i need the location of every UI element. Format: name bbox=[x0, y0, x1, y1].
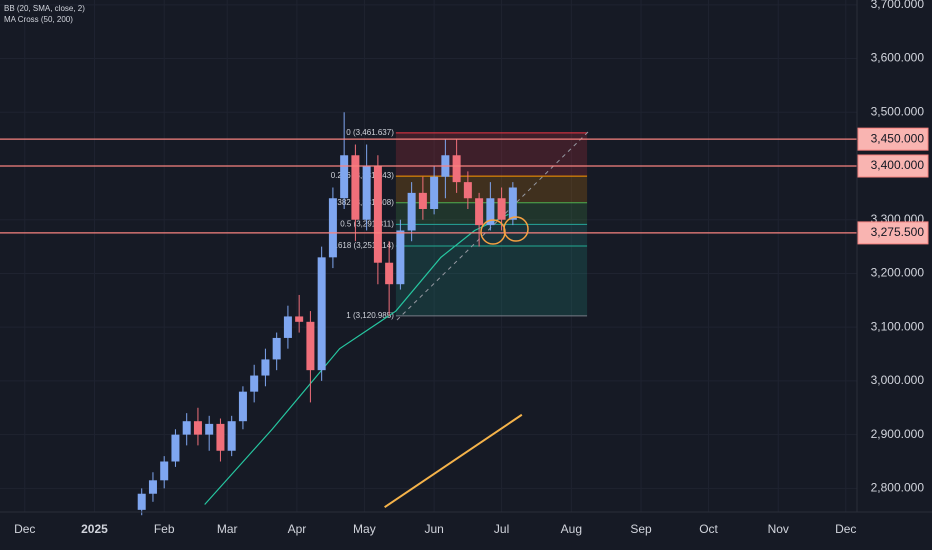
y-tick-label: 3,000.000 bbox=[871, 373, 925, 387]
candle-body bbox=[317, 257, 326, 371]
fib-label: 0 (3,461.637) bbox=[346, 128, 394, 137]
grid bbox=[0, 0, 857, 512]
candle-body bbox=[475, 198, 484, 226]
y-tick-label: 3,100.000 bbox=[871, 319, 925, 333]
candle-body bbox=[205, 423, 214, 435]
fib-band bbox=[395, 132, 588, 177]
candle-body bbox=[171, 434, 180, 462]
fib-band bbox=[395, 224, 588, 246]
candle-body bbox=[250, 375, 259, 392]
candle-body bbox=[227, 421, 236, 451]
highlight-circle bbox=[503, 216, 529, 242]
candle-body bbox=[295, 316, 304, 322]
x-tick-label: Nov bbox=[768, 522, 789, 536]
price-level-box bbox=[857, 221, 929, 245]
y-tick-label: 2,900.000 bbox=[871, 427, 925, 441]
y-tick-label: 3,700.000 bbox=[871, 0, 925, 11]
candle-body bbox=[137, 493, 146, 510]
candle-body bbox=[362, 166, 371, 220]
candle-body bbox=[148, 480, 157, 494]
candle-body bbox=[351, 155, 360, 220]
candle-body bbox=[508, 187, 517, 220]
indicator-label: BB (20, SMA, close, 2) bbox=[4, 4, 85, 13]
x-tick-label: Mar bbox=[217, 522, 238, 536]
x-tick-label: Sep bbox=[630, 522, 652, 536]
x-tick-label: 2025 bbox=[81, 522, 108, 536]
fib-label: 0.236 (3,381.243) bbox=[331, 171, 394, 180]
x-tick-label: Feb bbox=[154, 522, 175, 536]
candle-body bbox=[216, 423, 225, 451]
candle-body bbox=[261, 359, 270, 376]
candle-body bbox=[452, 155, 461, 183]
candle-body bbox=[272, 337, 281, 360]
x-tick-label: Jun bbox=[424, 522, 443, 536]
x-tick-label: May bbox=[353, 522, 376, 536]
indicator-label: MA Cross (50, 200) bbox=[4, 15, 73, 24]
candle-body bbox=[306, 321, 315, 371]
x-tick-label: Aug bbox=[561, 522, 582, 536]
price-level-label: 3,450.000 bbox=[871, 131, 925, 145]
candle-body bbox=[193, 421, 202, 435]
price-level-box bbox=[857, 127, 929, 151]
axes: 2,800.000 2,900.000 3,000.000 3,100.000 3,20… bbox=[14, 0, 929, 536]
x-tick-label: Dec bbox=[14, 522, 35, 536]
x-tick-label: Jul bbox=[494, 522, 509, 536]
moving-average bbox=[384, 413, 523, 508]
x-tick-label: Apr bbox=[288, 522, 307, 536]
candle-body bbox=[497, 198, 506, 220]
candle-body bbox=[373, 166, 382, 263]
y-tick-label: 2,800.000 bbox=[871, 481, 925, 495]
fib-label: 0.618 (3,251.114) bbox=[331, 241, 394, 250]
candle-body bbox=[430, 176, 439, 209]
y-tick-label: 3,500.000 bbox=[871, 104, 925, 118]
candle-body bbox=[407, 192, 416, 231]
candle-body bbox=[283, 316, 292, 338]
candle-body bbox=[463, 182, 472, 199]
price-level-label: 3,400.000 bbox=[871, 158, 925, 172]
fib-band bbox=[395, 245, 588, 316]
x-tick-label: Oct bbox=[699, 522, 718, 536]
candle-body bbox=[238, 391, 247, 422]
candle-body bbox=[385, 262, 394, 285]
x-tick-label: Dec bbox=[835, 522, 856, 536]
candle-body bbox=[486, 198, 495, 226]
fib-label: 1 (3,120.985) bbox=[346, 311, 394, 320]
candle-body bbox=[160, 461, 169, 481]
candle-body bbox=[418, 192, 427, 209]
moving-average bbox=[204, 213, 509, 505]
y-tick-label: 3,200.000 bbox=[871, 266, 925, 280]
price-level-box bbox=[857, 154, 929, 178]
plot bbox=[0, 112, 857, 516]
candle-body bbox=[328, 198, 337, 258]
candle-body bbox=[340, 155, 349, 199]
fib-label: 0.5 (3,291.311) bbox=[340, 220, 394, 229]
fib-label: 0.382 (3,331.508) bbox=[331, 198, 394, 207]
y-tick-label: 3,600.000 bbox=[871, 51, 925, 65]
price-level-label: 3,275.500 bbox=[871, 225, 925, 239]
candle-body bbox=[182, 421, 191, 435]
candle-body bbox=[396, 230, 405, 285]
